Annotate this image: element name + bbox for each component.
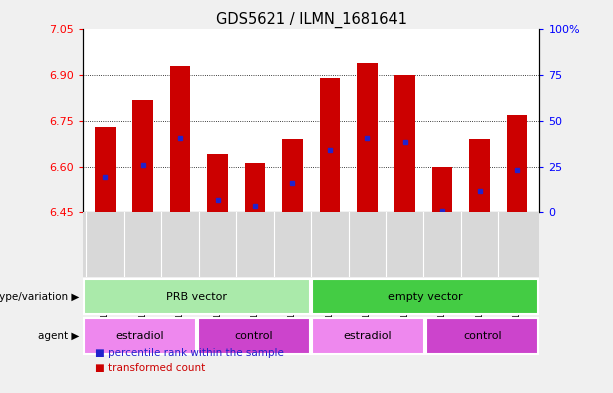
Title: GDS5621 / ILMN_1681641: GDS5621 / ILMN_1681641 <box>216 12 406 28</box>
Text: ■ transformed count: ■ transformed count <box>95 364 205 373</box>
Bar <box>312 279 538 314</box>
Bar <box>84 279 310 314</box>
Bar <box>427 318 538 354</box>
Bar <box>319 78 340 212</box>
Bar <box>507 115 527 212</box>
Text: empty vector: empty vector <box>388 292 463 302</box>
Bar <box>170 66 191 212</box>
Bar <box>357 63 378 212</box>
Text: control: control <box>235 331 273 341</box>
Text: genotype/variation ▶: genotype/variation ▶ <box>0 292 80 302</box>
Bar <box>312 318 424 354</box>
Bar <box>245 163 265 212</box>
Text: estradiol: estradiol <box>344 331 392 341</box>
Bar <box>432 167 452 212</box>
Text: control: control <box>463 331 501 341</box>
Bar <box>198 318 310 354</box>
Text: estradiol: estradiol <box>115 331 164 341</box>
Bar <box>132 99 153 212</box>
Text: agent ▶: agent ▶ <box>39 331 80 341</box>
Bar <box>207 154 228 212</box>
Text: ■ percentile rank within the sample: ■ percentile rank within the sample <box>95 349 284 358</box>
Text: PRB vector: PRB vector <box>166 292 227 302</box>
Bar <box>282 139 303 212</box>
Bar <box>394 75 415 212</box>
Bar <box>95 127 115 212</box>
Bar <box>84 318 196 354</box>
Bar <box>470 139 490 212</box>
